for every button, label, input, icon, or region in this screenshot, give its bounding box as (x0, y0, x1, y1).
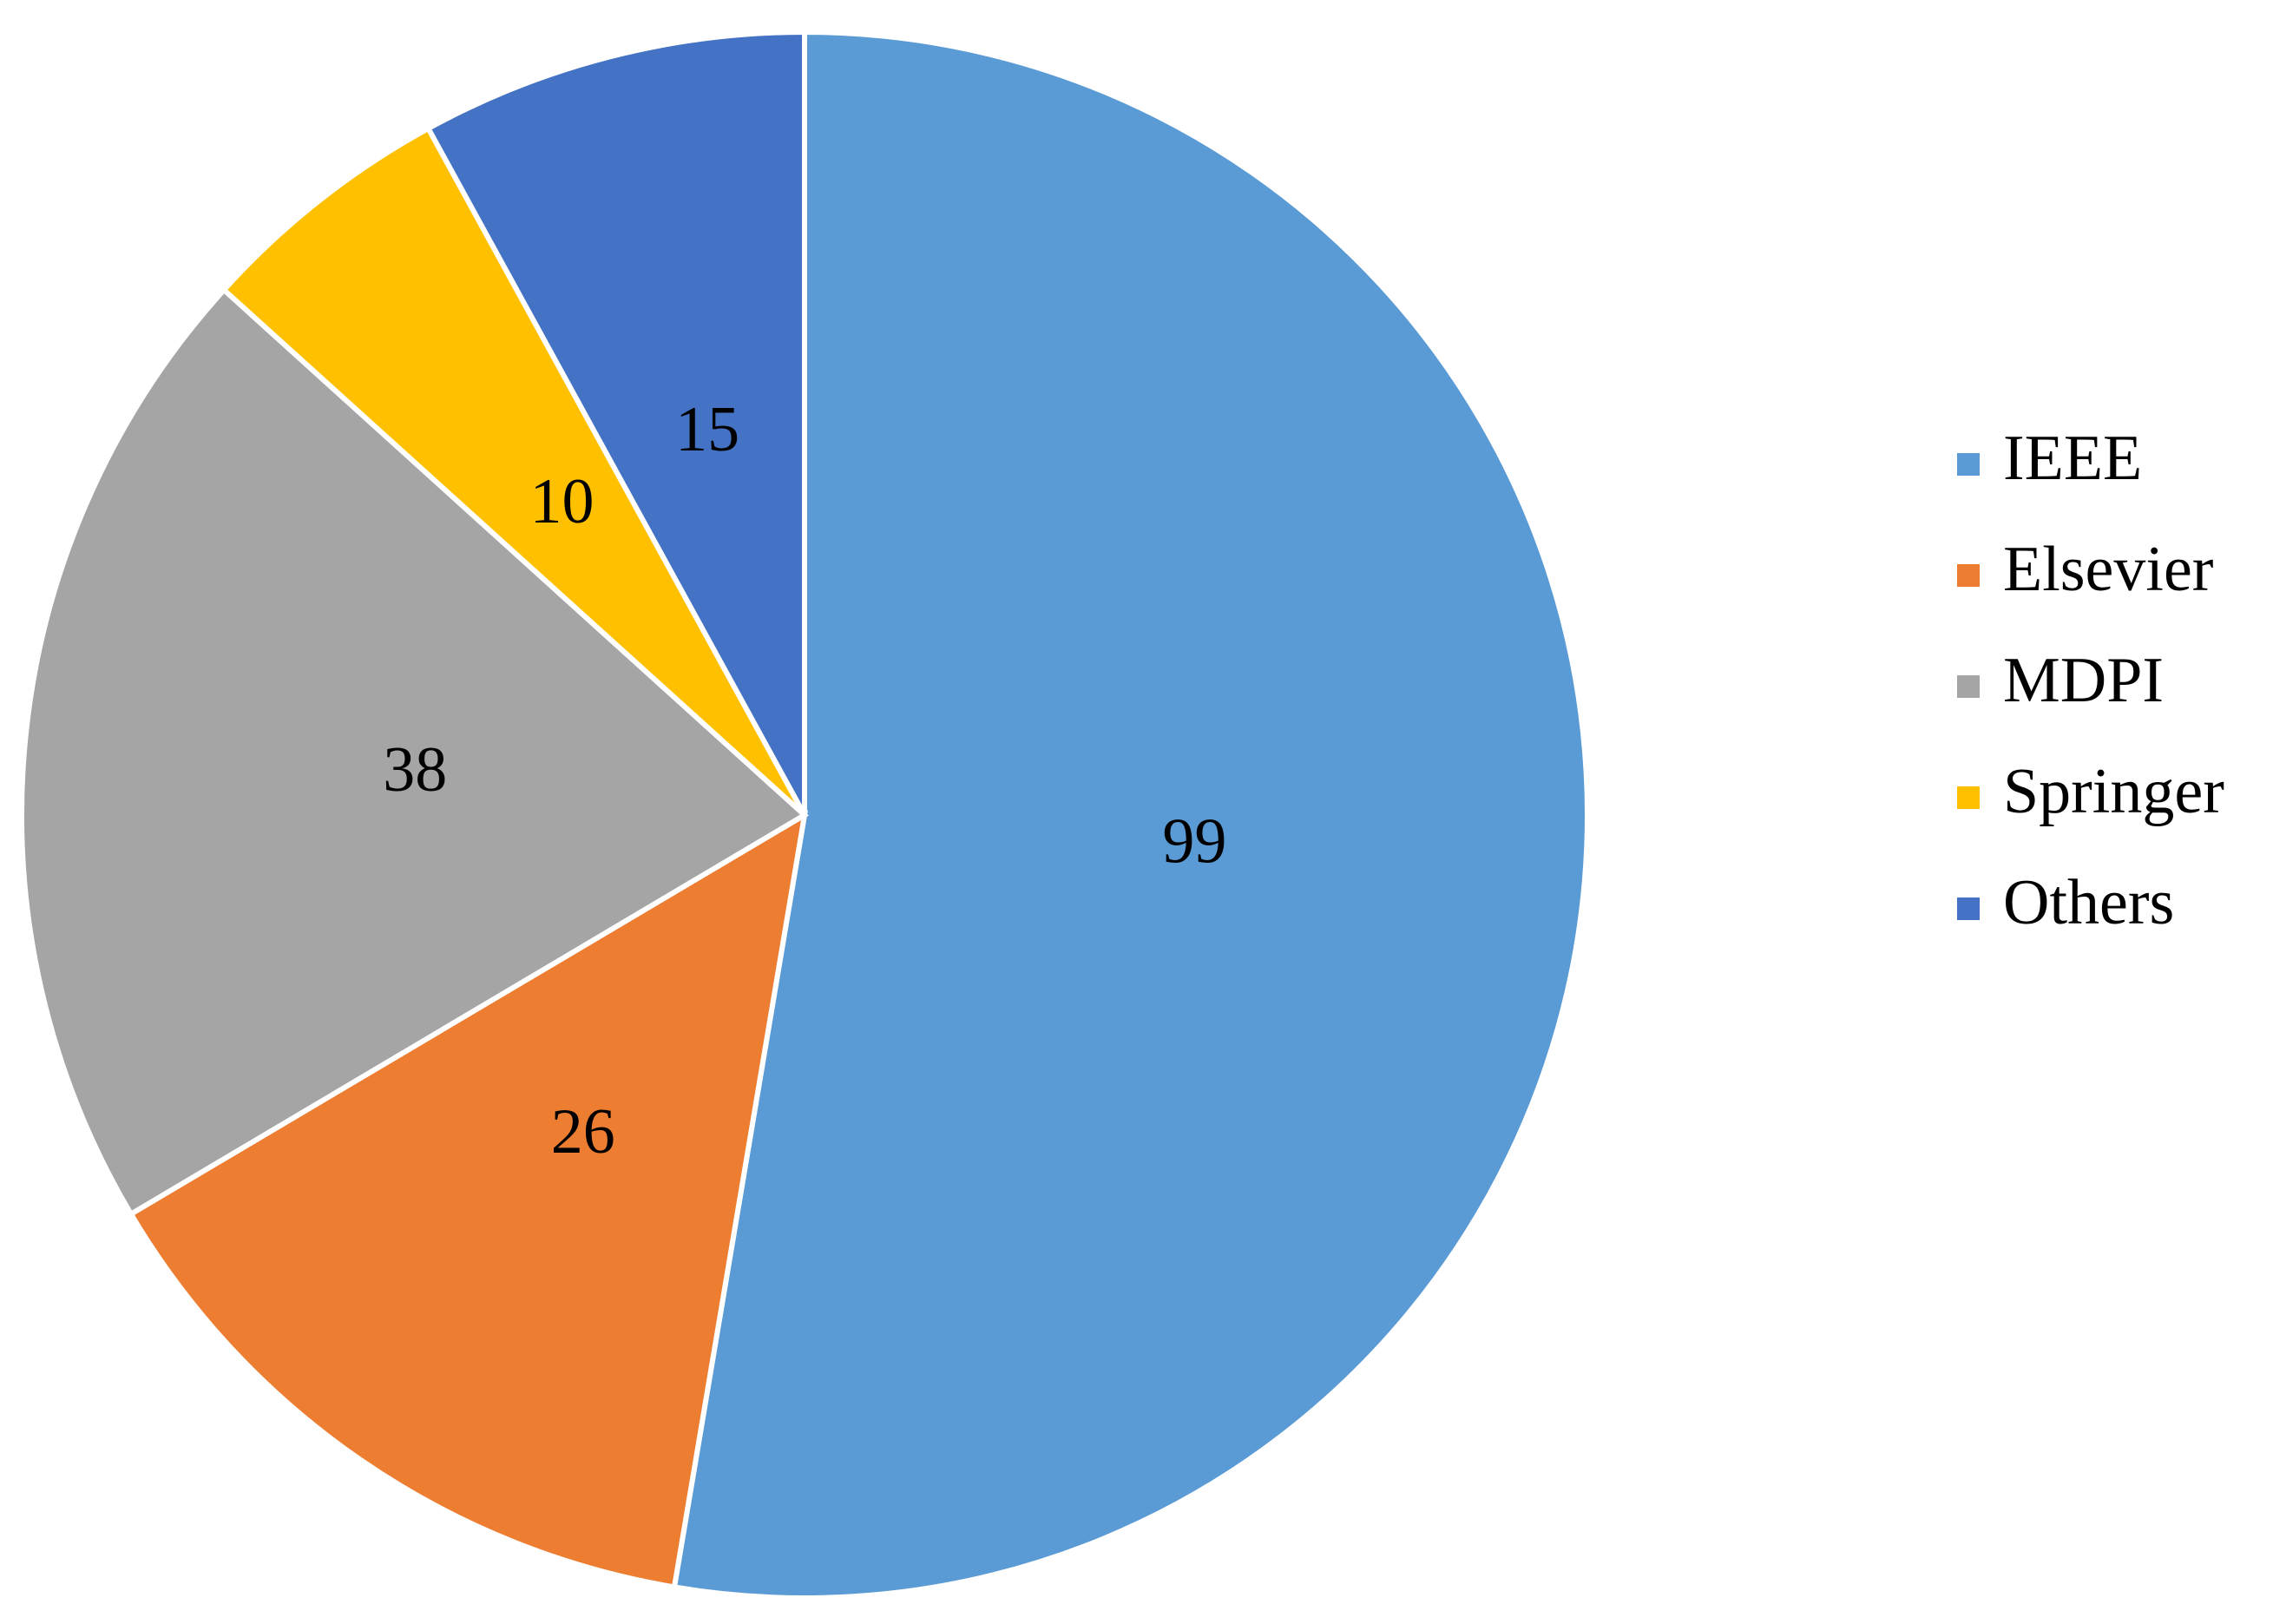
data-label: 15 (675, 394, 739, 465)
legend-swatch (1957, 564, 1980, 587)
pie-slice (19, 286, 810, 1218)
legend-label: MDPI (2003, 645, 2164, 716)
pie-slice (671, 29, 1590, 1601)
data-label: 38 (383, 734, 447, 805)
legend-label: Others (2003, 867, 2174, 938)
pie-slice (220, 124, 807, 818)
legend-label: Springer (2003, 756, 2224, 827)
legend-swatch (1957, 675, 1980, 698)
pie-slice (127, 810, 809, 1590)
data-label: 99 (1162, 806, 1226, 878)
pie-slice (424, 29, 807, 817)
legend-swatch (1957, 786, 1980, 809)
legend-swatch (1957, 897, 1980, 920)
legend-swatch (1957, 453, 1980, 476)
data-label: 10 (529, 466, 594, 537)
legend-label: IEEE (2003, 423, 2142, 494)
legend-label: Elsevier (2003, 534, 2213, 605)
data-label: 26 (551, 1096, 615, 1167)
